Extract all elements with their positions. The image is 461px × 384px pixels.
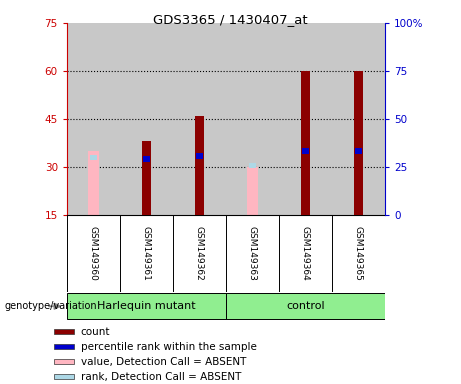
Text: GSM149361: GSM149361 [142,226,151,281]
Bar [143,156,149,162]
Bar [90,155,96,161]
Bar [54,374,74,379]
Bar [302,148,308,154]
Bar [54,359,74,364]
Bar [247,167,258,215]
Text: value, Detection Call = ABSENT: value, Detection Call = ABSENT [81,357,246,367]
Text: percentile rank within the sample: percentile rank within the sample [81,342,256,352]
Bar [354,71,363,215]
Bar [67,293,226,319]
Bar [142,141,151,215]
Text: control: control [286,301,325,311]
Text: GSM149363: GSM149363 [248,226,257,281]
Text: GSM149364: GSM149364 [301,226,310,281]
Text: GDS3365 / 1430407_at: GDS3365 / 1430407_at [153,13,308,26]
Bar [195,116,204,215]
Bar [226,293,385,319]
Bar [54,344,74,349]
Text: rank, Detection Call = ABSENT: rank, Detection Call = ABSENT [81,371,241,382]
Bar [54,329,74,334]
Bar [355,148,361,154]
Text: count: count [81,327,110,337]
Text: GSM149360: GSM149360 [89,226,98,281]
Text: GSM149362: GSM149362 [195,226,204,281]
Bar [301,71,310,215]
Text: genotype/variation: genotype/variation [5,301,97,311]
Bar [88,151,99,215]
Bar [196,153,202,159]
Text: GSM149365: GSM149365 [354,226,363,281]
Bar [249,162,255,168]
Text: Harlequin mutant: Harlequin mutant [97,301,195,311]
